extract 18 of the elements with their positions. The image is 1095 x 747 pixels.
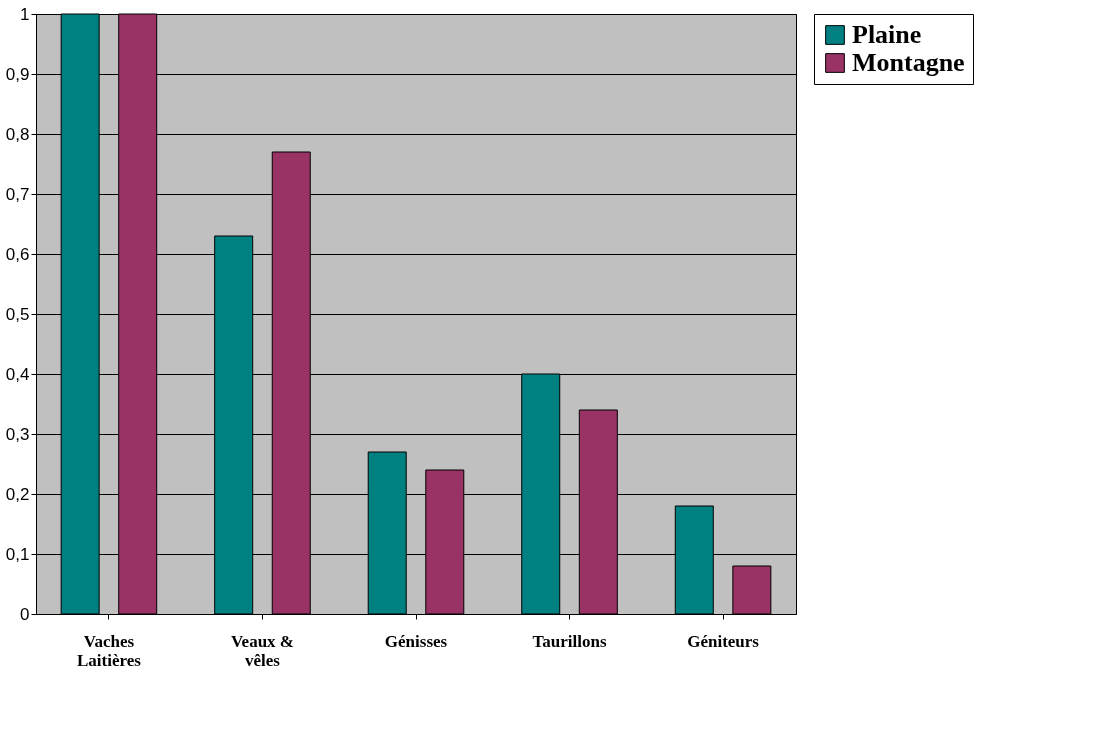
x-tick-label: Génisses [384,631,448,651]
x-tick-label: Veaux & vêles [230,631,295,670]
y-tick-label: 0,4 [5,364,30,384]
y-tick-label: 0 [20,604,30,624]
y-tick-label: 0,3 [5,424,30,444]
y-tick-label: 0,5 [5,304,30,324]
x-tick-label: Géniteurs [687,631,760,651]
y-tick-label: 0,9 [5,64,30,84]
x-tick-label: Vaches Laitières [76,631,142,670]
legend-label: Montagne [852,48,965,77]
y-tick-label: 0,8 [5,124,30,144]
y-tick-label: 0,6 [5,244,30,264]
y-tick-label: 0,7 [5,184,30,204]
y-tick-label: 0,1 [5,544,30,564]
y-tick-label: 0,2 [5,484,30,504]
legend-label: Plaine [852,20,922,49]
y-tick-label: 1 [20,4,30,24]
x-tick-label: Taurillons [532,631,607,651]
